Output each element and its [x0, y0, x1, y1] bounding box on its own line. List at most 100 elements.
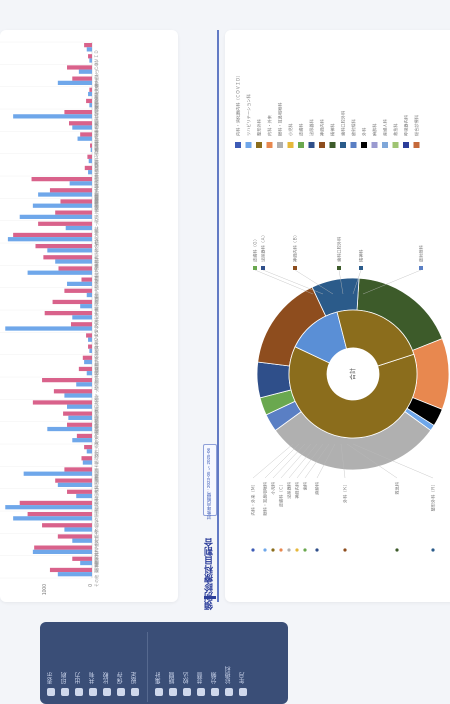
bar-series-b	[38, 192, 92, 197]
bar-series-a	[53, 389, 92, 394]
bar-series-b	[89, 103, 92, 108]
legend-swatch	[371, 142, 378, 148]
legend-label: 内科・消化器内科（ＣＯＶＩＤ）	[235, 73, 242, 136]
bar-series-a	[13, 232, 92, 238]
toolbar-button[interactable]: 期間	[166, 630, 180, 696]
toolbar-button[interactable]: 診療科	[222, 630, 236, 696]
legend-swatch	[403, 142, 409, 148]
bar-series-a	[52, 299, 92, 305]
legend-swatch	[413, 142, 420, 148]
bar-series-a	[81, 456, 92, 461]
toolbar-button[interactable]: 表示	[44, 630, 58, 696]
toolbar-button[interactable]: 絞込	[180, 630, 194, 696]
bar-category-label: 腫瘍内科	[93, 373, 100, 391]
bar-series-b	[47, 426, 92, 432]
bar-series-b	[86, 47, 92, 52]
bar-series-b	[72, 315, 92, 320]
toolbar-button-icon	[117, 688, 125, 696]
legend-label: リハビリテーション科	[245, 93, 252, 136]
toolbar-button-icon	[225, 688, 233, 696]
bar-series-b	[76, 493, 92, 499]
callout-label-bottom: 救急科	[394, 481, 401, 494]
bar-category-label: 神経内科・脳神経内科	[93, 161, 100, 204]
legend-swatch	[329, 142, 336, 148]
toolbar-button-icon	[239, 688, 247, 696]
bar-category-label: 形成外科・美容外科	[93, 395, 100, 434]
bar-category-label: 麻酔科・ペインクリニック	[93, 217, 100, 267]
toolbar-button[interactable]: 共有	[86, 630, 100, 696]
legend-swatch	[266, 142, 273, 148]
bar-category-label: 臨床検査科	[93, 362, 100, 384]
bar-category-label: 緩和ケア内科	[93, 540, 100, 566]
bar-series-b	[88, 337, 92, 342]
bar-series-b	[86, 292, 92, 298]
bar-series-a	[70, 322, 92, 327]
bar-series-a	[19, 500, 92, 506]
bar-series-b	[80, 560, 92, 566]
toolbar-button[interactable]: 比較	[100, 630, 114, 696]
bar-series-a	[90, 143, 92, 148]
toolbar-button-label: 共有	[90, 672, 96, 684]
toolbar-button-label: 診療科	[226, 666, 232, 684]
sunburst-inner-segment	[288, 346, 418, 439]
divider-accent	[217, 30, 219, 602]
toolbar-button[interactable]: 並替	[194, 630, 208, 696]
bar-series-b	[64, 393, 92, 398]
toolbar-button[interactable]: 分類	[208, 630, 222, 696]
bar-series-b	[89, 58, 92, 63]
bar-series-b	[67, 404, 92, 409]
bar-series-a	[81, 277, 92, 282]
bar-series-b	[27, 270, 93, 275]
bar-series-a	[67, 65, 92, 70]
bar-series-b	[78, 69, 92, 74]
sunburst-inner-segment	[336, 309, 415, 367]
date-range-badge[interactable]: 対象年月期間：2023-05 〜 2025-06	[203, 444, 217, 520]
legend-swatch	[287, 142, 294, 148]
bar-category-label: 老年科	[93, 339, 100, 352]
bar-series-b	[32, 549, 92, 554]
sunburst-outer-segment	[411, 338, 450, 410]
legend-label: 産婦人科	[382, 118, 389, 136]
callout-label-top: 放射線科	[418, 244, 425, 262]
bar-series-a	[86, 98, 92, 104]
legend-swatch	[277, 142, 283, 148]
toolbar-button[interactable]: 設定	[128, 630, 142, 696]
toolbar-button[interactable]: 集計	[152, 630, 166, 696]
toolbar-button[interactable]: 出力	[72, 630, 86, 696]
callout-label-bottom: 内科・外来（Ｍ）	[250, 482, 257, 516]
bar-tick-label: 2000	[0, 584, 2, 595]
legend-swatch	[308, 142, 315, 148]
bar-category-label: 歯科口腔外科	[93, 183, 100, 209]
legend-swatch	[392, 142, 399, 148]
bar-series-a	[88, 54, 92, 59]
bar-series-b	[72, 438, 92, 443]
legend-label: 救急科	[392, 123, 399, 136]
bar-category-label: リハビリテーション科	[93, 60, 100, 103]
bar-series-a	[42, 378, 92, 383]
bar-series-b	[5, 505, 93, 510]
bar-series-a	[88, 344, 92, 349]
bar-category-label: 内科・ＣＯＶＩＤ・外来	[93, 83, 100, 130]
bar-series-a	[67, 489, 92, 494]
bar-category-label: 内科・呼吸器内科	[93, 250, 100, 284]
callout-label-bottom: 外科（Ｋ）	[342, 482, 349, 503]
bar-tick-label: 0	[88, 584, 94, 587]
bar-category-label: 歯科	[93, 563, 100, 572]
bar-series-a	[64, 110, 92, 115]
toolbar-button[interactable]: 保存	[114, 630, 128, 696]
toolbar-button-icon	[61, 688, 69, 696]
legend-label: 皮膚科	[298, 123, 305, 136]
toolbar-button-icon	[131, 688, 139, 696]
bar-category-label: 小児外科	[93, 473, 100, 491]
toolbar-button[interactable]: 年月	[236, 630, 250, 696]
bar-category-label: 腎臓内科・透析内科	[93, 272, 100, 311]
bar-series-a	[57, 534, 92, 539]
bar-category-label: 漢方内科	[93, 429, 100, 447]
sunburst-card: 合計 内科・消化器内科（ＣＯＶＩＤ） リハビリテーション科 整形外科 内科・外来 眼科・耳…	[225, 30, 450, 602]
bar-category-label: 内科・ＣＯＶＩＤ・外来・救急	[93, 295, 100, 354]
bar-series-a	[80, 132, 92, 137]
bar-series-a	[72, 76, 92, 81]
legend-label: 呼吸器内科	[403, 114, 410, 136]
toolbar-button[interactable]: 印刷	[58, 630, 72, 696]
bar-tick-label: 1000	[42, 584, 48, 595]
